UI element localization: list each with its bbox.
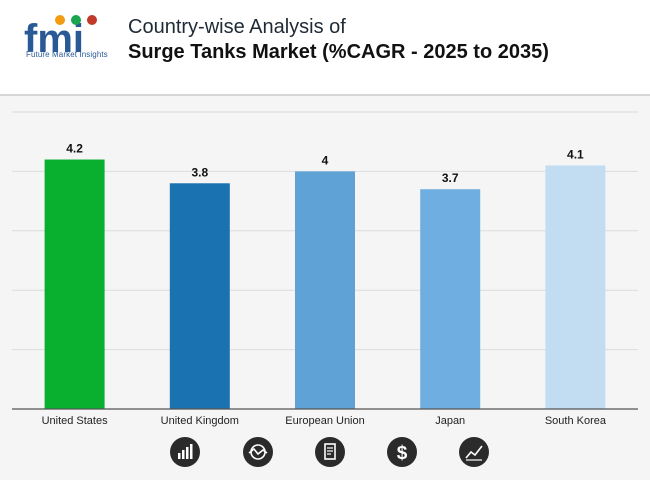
line-chart-icon[interactable] (459, 437, 489, 467)
x-tick-label: United Kingdom (161, 415, 239, 427)
x-tick-label: South Korea (545, 415, 607, 427)
bar-chart: 4.2 United States 3.8 United Kingdom 4 Europe… (12, 111, 638, 427)
page-title-line1: Country-wise Analysis of (128, 16, 346, 38)
bar-european-union (295, 171, 355, 409)
data-label: 4.2 (66, 142, 83, 156)
x-tick-label: Japan (435, 415, 465, 427)
icon-row: $ (0, 432, 650, 476)
globe-trend-icon[interactable] (243, 437, 273, 467)
header: fmi Future Market Insights Country-wise … (0, 0, 650, 95)
x-tick-label: United States (42, 415, 109, 427)
x-tick-label: European Union (285, 415, 365, 427)
data-label: 4.1 (567, 147, 584, 161)
document-icon[interactable] (315, 437, 345, 467)
page-title-line2: Surge Tanks Market (%CAGR - 2025 to 2035… (128, 41, 549, 63)
data-label: 3.8 (191, 165, 208, 179)
bar-japan (420, 189, 481, 409)
bar-united-kingdom (169, 183, 230, 409)
header-divider (0, 94, 650, 96)
bar-chart-icon[interactable] (170, 437, 200, 467)
fmi-logo: fmi (24, 15, 97, 61)
svg-text:$: $ (397, 443, 408, 464)
dollar-icon[interactable]: $ (387, 437, 417, 467)
data-label: 4 (322, 153, 329, 167)
data-label: 3.7 (442, 171, 459, 185)
logo-subtitle: Future Market Insights (26, 50, 108, 59)
bar-united-states (44, 159, 105, 409)
bar-south-korea (545, 165, 606, 409)
